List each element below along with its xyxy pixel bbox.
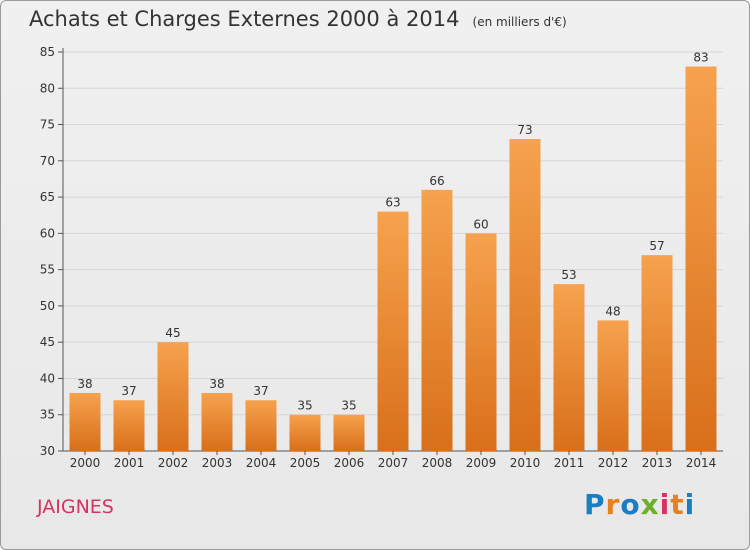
x-tick-label: 2005: [290, 456, 321, 470]
y-tick-label: 30: [40, 444, 55, 458]
bar: [245, 400, 277, 451]
logo-letter: i: [659, 488, 671, 521]
y-tick-label: 85: [40, 45, 55, 59]
logo-letter: i: [684, 488, 696, 521]
logo-letter: P: [584, 488, 606, 521]
x-tick-label: 2004: [246, 456, 277, 470]
data-label: 48: [605, 304, 620, 318]
bar: [69, 392, 101, 451]
data-label: 63: [385, 196, 400, 210]
x-tick-label: 2009: [466, 456, 497, 470]
x-tick-label: 2013: [642, 456, 673, 470]
bar: [465, 233, 497, 451]
x-tick-label: 2010: [510, 456, 541, 470]
x-tick-label: 2011: [554, 456, 585, 470]
bar: [421, 189, 453, 451]
x-tick-label: 2002: [158, 456, 189, 470]
bar: [201, 392, 233, 451]
bar: [289, 414, 321, 451]
x-tick-label: 2003: [202, 456, 233, 470]
data-label: 57: [649, 239, 664, 253]
y-tick-label: 80: [40, 81, 55, 95]
data-label: 53: [561, 268, 576, 282]
city-name: JAIGNES: [37, 496, 114, 518]
data-label: 35: [297, 399, 312, 413]
y-tick-label: 55: [40, 263, 55, 277]
y-tick-label: 75: [40, 118, 55, 132]
data-label: 37: [121, 384, 136, 398]
bar: [113, 400, 145, 451]
data-label: 45: [165, 326, 180, 340]
y-tick-label: 65: [40, 190, 55, 204]
data-label: 73: [517, 123, 532, 137]
x-tick-label: 2001: [114, 456, 145, 470]
logo-letter: x: [640, 488, 660, 521]
x-tick-label: 2006: [334, 456, 365, 470]
data-label: 83: [693, 51, 708, 65]
logo-letter: r: [605, 488, 621, 521]
bar: [157, 342, 189, 451]
x-tick-label: 2000: [70, 456, 101, 470]
bar: [641, 255, 673, 451]
bar: [509, 139, 541, 451]
data-label: 37: [253, 384, 268, 398]
bar: [333, 414, 365, 451]
bar: [377, 211, 409, 451]
x-tick-label: 2014: [686, 456, 717, 470]
chart-title-text: Achats et Charges Externes 2000 à 2014: [29, 7, 460, 31]
data-label: 66: [429, 174, 444, 188]
data-label: 35: [341, 399, 356, 413]
y-tick-label: 50: [40, 299, 55, 313]
x-tick-label: 2012: [598, 456, 629, 470]
data-label: 38: [209, 377, 224, 391]
x-tick-label: 2007: [378, 456, 409, 470]
y-tick-label: 45: [40, 335, 55, 349]
logo-letter: o: [620, 488, 641, 521]
y-tick-label: 35: [40, 408, 55, 422]
y-tick-label: 40: [40, 371, 55, 385]
y-tick-label: 60: [40, 226, 55, 240]
y-tick-label: 70: [40, 154, 55, 168]
data-label: 38: [77, 377, 92, 391]
logo-letter: t: [670, 488, 685, 521]
bar: [597, 320, 629, 451]
bar: [553, 284, 585, 451]
data-label: 60: [473, 217, 488, 231]
chart-unit: (en milliers d'€): [472, 15, 567, 29]
bar: [685, 66, 717, 451]
chart-title: Achats et Charges Externes 2000 à 2014 (…: [29, 7, 567, 31]
proxiti-logo: Proxiti: [584, 488, 695, 521]
x-tick-label: 2008: [422, 456, 453, 470]
